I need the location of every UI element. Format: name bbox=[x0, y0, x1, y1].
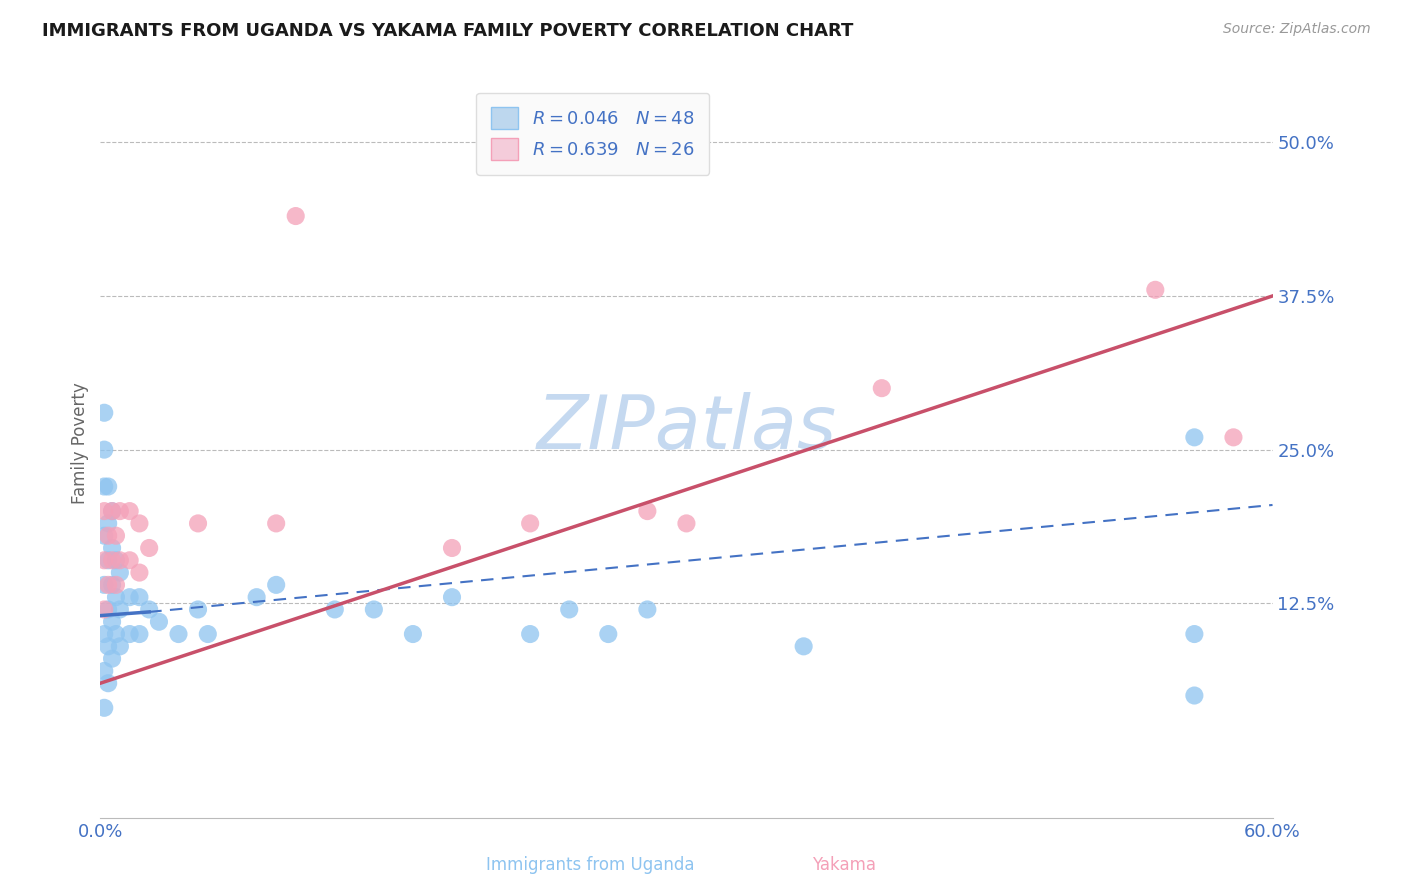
Point bbox=[264, 578, 287, 592]
Point bbox=[1182, 627, 1205, 641]
Text: IMMIGRANTS FROM UGANDA VS YAKAMA FAMILY POVERTY CORRELATION CHART: IMMIGRANTS FROM UGANDA VS YAKAMA FAMILY … bbox=[42, 22, 853, 40]
Point bbox=[118, 504, 141, 518]
Point bbox=[93, 701, 115, 715]
Point bbox=[104, 578, 127, 592]
Point bbox=[108, 566, 131, 580]
Point bbox=[246, 590, 269, 604]
Point bbox=[101, 651, 124, 665]
Text: Source: ZipAtlas.com: Source: ZipAtlas.com bbox=[1223, 22, 1371, 37]
Point bbox=[93, 504, 115, 518]
Point bbox=[104, 627, 127, 641]
Point bbox=[97, 602, 120, 616]
Point bbox=[104, 590, 127, 604]
Point bbox=[118, 590, 141, 604]
Text: Yakama: Yakama bbox=[811, 855, 876, 873]
Point bbox=[197, 627, 219, 641]
Point bbox=[101, 553, 124, 567]
Point bbox=[93, 627, 115, 641]
Text: ZIPatlas: ZIPatlas bbox=[536, 392, 837, 465]
Point bbox=[97, 676, 120, 690]
Point bbox=[118, 553, 141, 567]
Point bbox=[138, 602, 160, 616]
Point bbox=[108, 504, 131, 518]
Point bbox=[870, 381, 893, 395]
Point bbox=[97, 640, 120, 654]
Point bbox=[264, 516, 287, 531]
Point bbox=[440, 541, 463, 555]
Point bbox=[138, 541, 160, 555]
Point bbox=[93, 529, 115, 543]
Point bbox=[101, 615, 124, 629]
Point bbox=[440, 590, 463, 604]
Legend: $R = 0.046$   $N = 48$, $R = 0.639$   $N = 26$: $R = 0.046$ $N = 48$, $R = 0.639$ $N = 2… bbox=[477, 93, 709, 175]
Point bbox=[636, 602, 658, 616]
Point bbox=[636, 504, 658, 518]
Text: Immigrants from Uganda: Immigrants from Uganda bbox=[486, 855, 695, 873]
Point bbox=[104, 529, 127, 543]
Y-axis label: Family Poverty: Family Poverty bbox=[72, 383, 89, 504]
Point bbox=[97, 553, 120, 567]
Point bbox=[128, 566, 150, 580]
Point bbox=[97, 479, 120, 493]
Point bbox=[118, 627, 141, 641]
Point bbox=[108, 640, 131, 654]
Point bbox=[93, 553, 115, 567]
Point bbox=[108, 553, 131, 567]
Point bbox=[128, 516, 150, 531]
Point bbox=[402, 627, 425, 641]
Point bbox=[93, 602, 115, 616]
Point bbox=[519, 627, 541, 641]
Point bbox=[93, 406, 115, 420]
Point bbox=[101, 504, 124, 518]
Point bbox=[1144, 283, 1167, 297]
Point bbox=[675, 516, 697, 531]
Point bbox=[558, 602, 581, 616]
Point bbox=[104, 553, 127, 567]
Point bbox=[323, 602, 346, 616]
Point bbox=[1222, 430, 1244, 444]
Point bbox=[101, 578, 124, 592]
Point bbox=[101, 504, 124, 518]
Point bbox=[128, 627, 150, 641]
Point bbox=[128, 590, 150, 604]
Point bbox=[793, 640, 815, 654]
Point bbox=[97, 516, 120, 531]
Point bbox=[93, 664, 115, 678]
Point bbox=[363, 602, 385, 616]
Point bbox=[598, 627, 620, 641]
Point bbox=[93, 479, 115, 493]
Point bbox=[101, 541, 124, 555]
Point bbox=[167, 627, 190, 641]
Point bbox=[187, 516, 209, 531]
Point bbox=[519, 516, 541, 531]
Point bbox=[97, 529, 120, 543]
Point bbox=[93, 578, 115, 592]
Point bbox=[97, 578, 120, 592]
Point bbox=[1182, 689, 1205, 703]
Point bbox=[1182, 430, 1205, 444]
Point bbox=[187, 602, 209, 616]
Point bbox=[284, 209, 307, 223]
Point bbox=[148, 615, 170, 629]
Point bbox=[108, 602, 131, 616]
Point bbox=[93, 442, 115, 457]
